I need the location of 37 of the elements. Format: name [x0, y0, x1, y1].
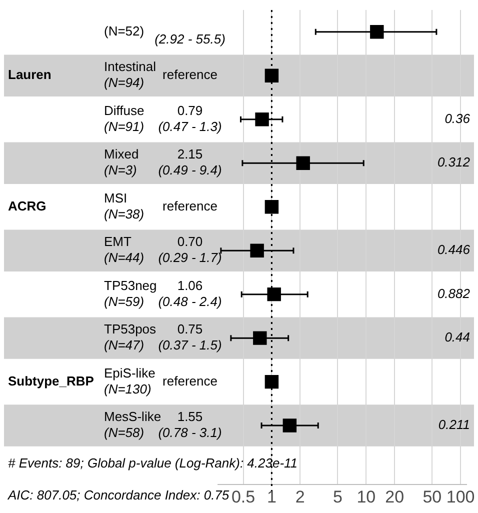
x-tick-label: 50	[422, 487, 442, 506]
y-tick-label: TP53neg (N=59)	[104, 278, 157, 309]
data-label: 0.79 (0.47 - 1.3)	[158, 102, 222, 134]
x-tick-label: 2	[295, 487, 305, 506]
y2-tick-label: 0.446	[437, 242, 471, 258]
y-tick-label: TP53pos (N=47)	[104, 322, 157, 353]
data-label: (2.92 - 55.5)	[154, 31, 226, 46]
data-label: reference	[162, 67, 218, 82]
text: AIC: 807.05; Concordance Index: 0.75	[7, 488, 230, 503]
x-tick-label: 100	[446, 487, 475, 506]
x-tick-label: 0.5	[231, 487, 256, 506]
y-tick-label: Intestinal (N=94)	[104, 59, 156, 90]
y2-tick-label: 0.312	[437, 154, 471, 170]
data-label: 1.06 (0.48 - 2.4)	[158, 278, 222, 309]
text: ACRG	[8, 198, 46, 214]
x-tick-label: 20	[385, 487, 404, 506]
data-label: 0.70 (0.29 - 1.7)	[158, 234, 222, 266]
data-label: reference	[162, 198, 218, 214]
y-tick-label: EMT (N=44)	[104, 234, 144, 266]
y2-tick-label: 0.882	[437, 286, 471, 301]
y2-tick-label: 0.211	[438, 417, 470, 432]
x-tick-label: 1	[266, 487, 276, 506]
text: Subtype_RBP	[8, 373, 94, 388]
data-label: reference	[162, 373, 218, 388]
x-tick-label: 10	[356, 487, 376, 506]
x-tick-label: 5	[332, 487, 342, 506]
y-tick-label: Diffuse (N=91)	[104, 102, 144, 134]
y-tick-label: (N=52)	[104, 23, 144, 38]
y-tick-label: MSI (N=38)	[104, 190, 144, 222]
y2-tick-label: 0.44	[444, 330, 470, 345]
y2-tick-label: 0.36	[444, 110, 471, 126]
data-label: 2.15 (0.49 - 9.4)	[158, 146, 222, 178]
y-tick-label: Mixed (N=3)	[104, 146, 139, 178]
y-tick-label: EpiS-like (N=130)	[104, 365, 156, 396]
annotation: # Events: 89; Global p-value (Log-Rank): 4.23e-11	[8, 456, 298, 471]
text: Lauren	[8, 67, 52, 82]
data-label: 0.75 (0.37 - 1.5)	[158, 322, 222, 353]
